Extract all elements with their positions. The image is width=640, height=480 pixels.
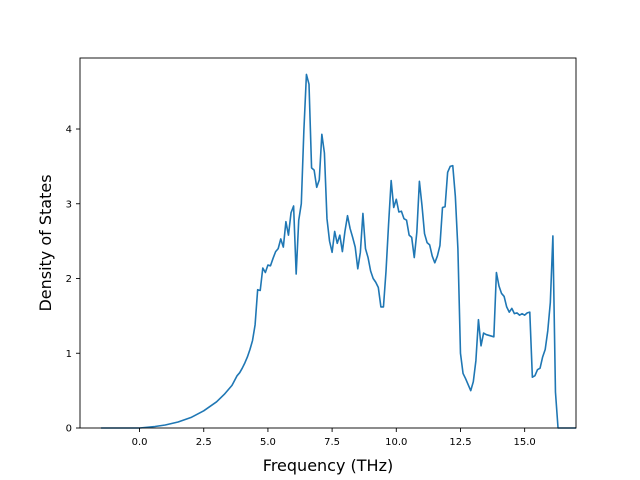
y-axis: 0 1 2 3 4 [66, 125, 80, 435]
y-tick-label: 2 [66, 274, 72, 285]
x-axis: 0.0 2.5 5.0 7.5 10.0 12.5 15.0 [132, 428, 536, 448]
x-tick-label: 10.0 [385, 437, 407, 448]
plot-area [79, 57, 577, 429]
plot-frame [79, 57, 577, 429]
x-axis-label: Frequency (THz) [263, 456, 393, 475]
y-tick-label: 4 [66, 125, 72, 136]
y-tick-label: 0 [66, 424, 72, 435]
x-tick-label: 7.5 [324, 437, 340, 448]
y-axis-label: Density of States [36, 174, 55, 311]
x-tick-label: 15.0 [514, 437, 536, 448]
dos-series-line [101, 73, 576, 429]
x-tick-label: 0.0 [132, 437, 148, 448]
x-tick-label: 12.5 [449, 437, 471, 448]
y-tick-label: 1 [66, 349, 72, 360]
x-tick-label: 5.0 [260, 437, 276, 448]
y-tick-label: 3 [66, 199, 72, 210]
x-tick-label: 2.5 [196, 437, 212, 448]
plot-background [80, 58, 576, 428]
